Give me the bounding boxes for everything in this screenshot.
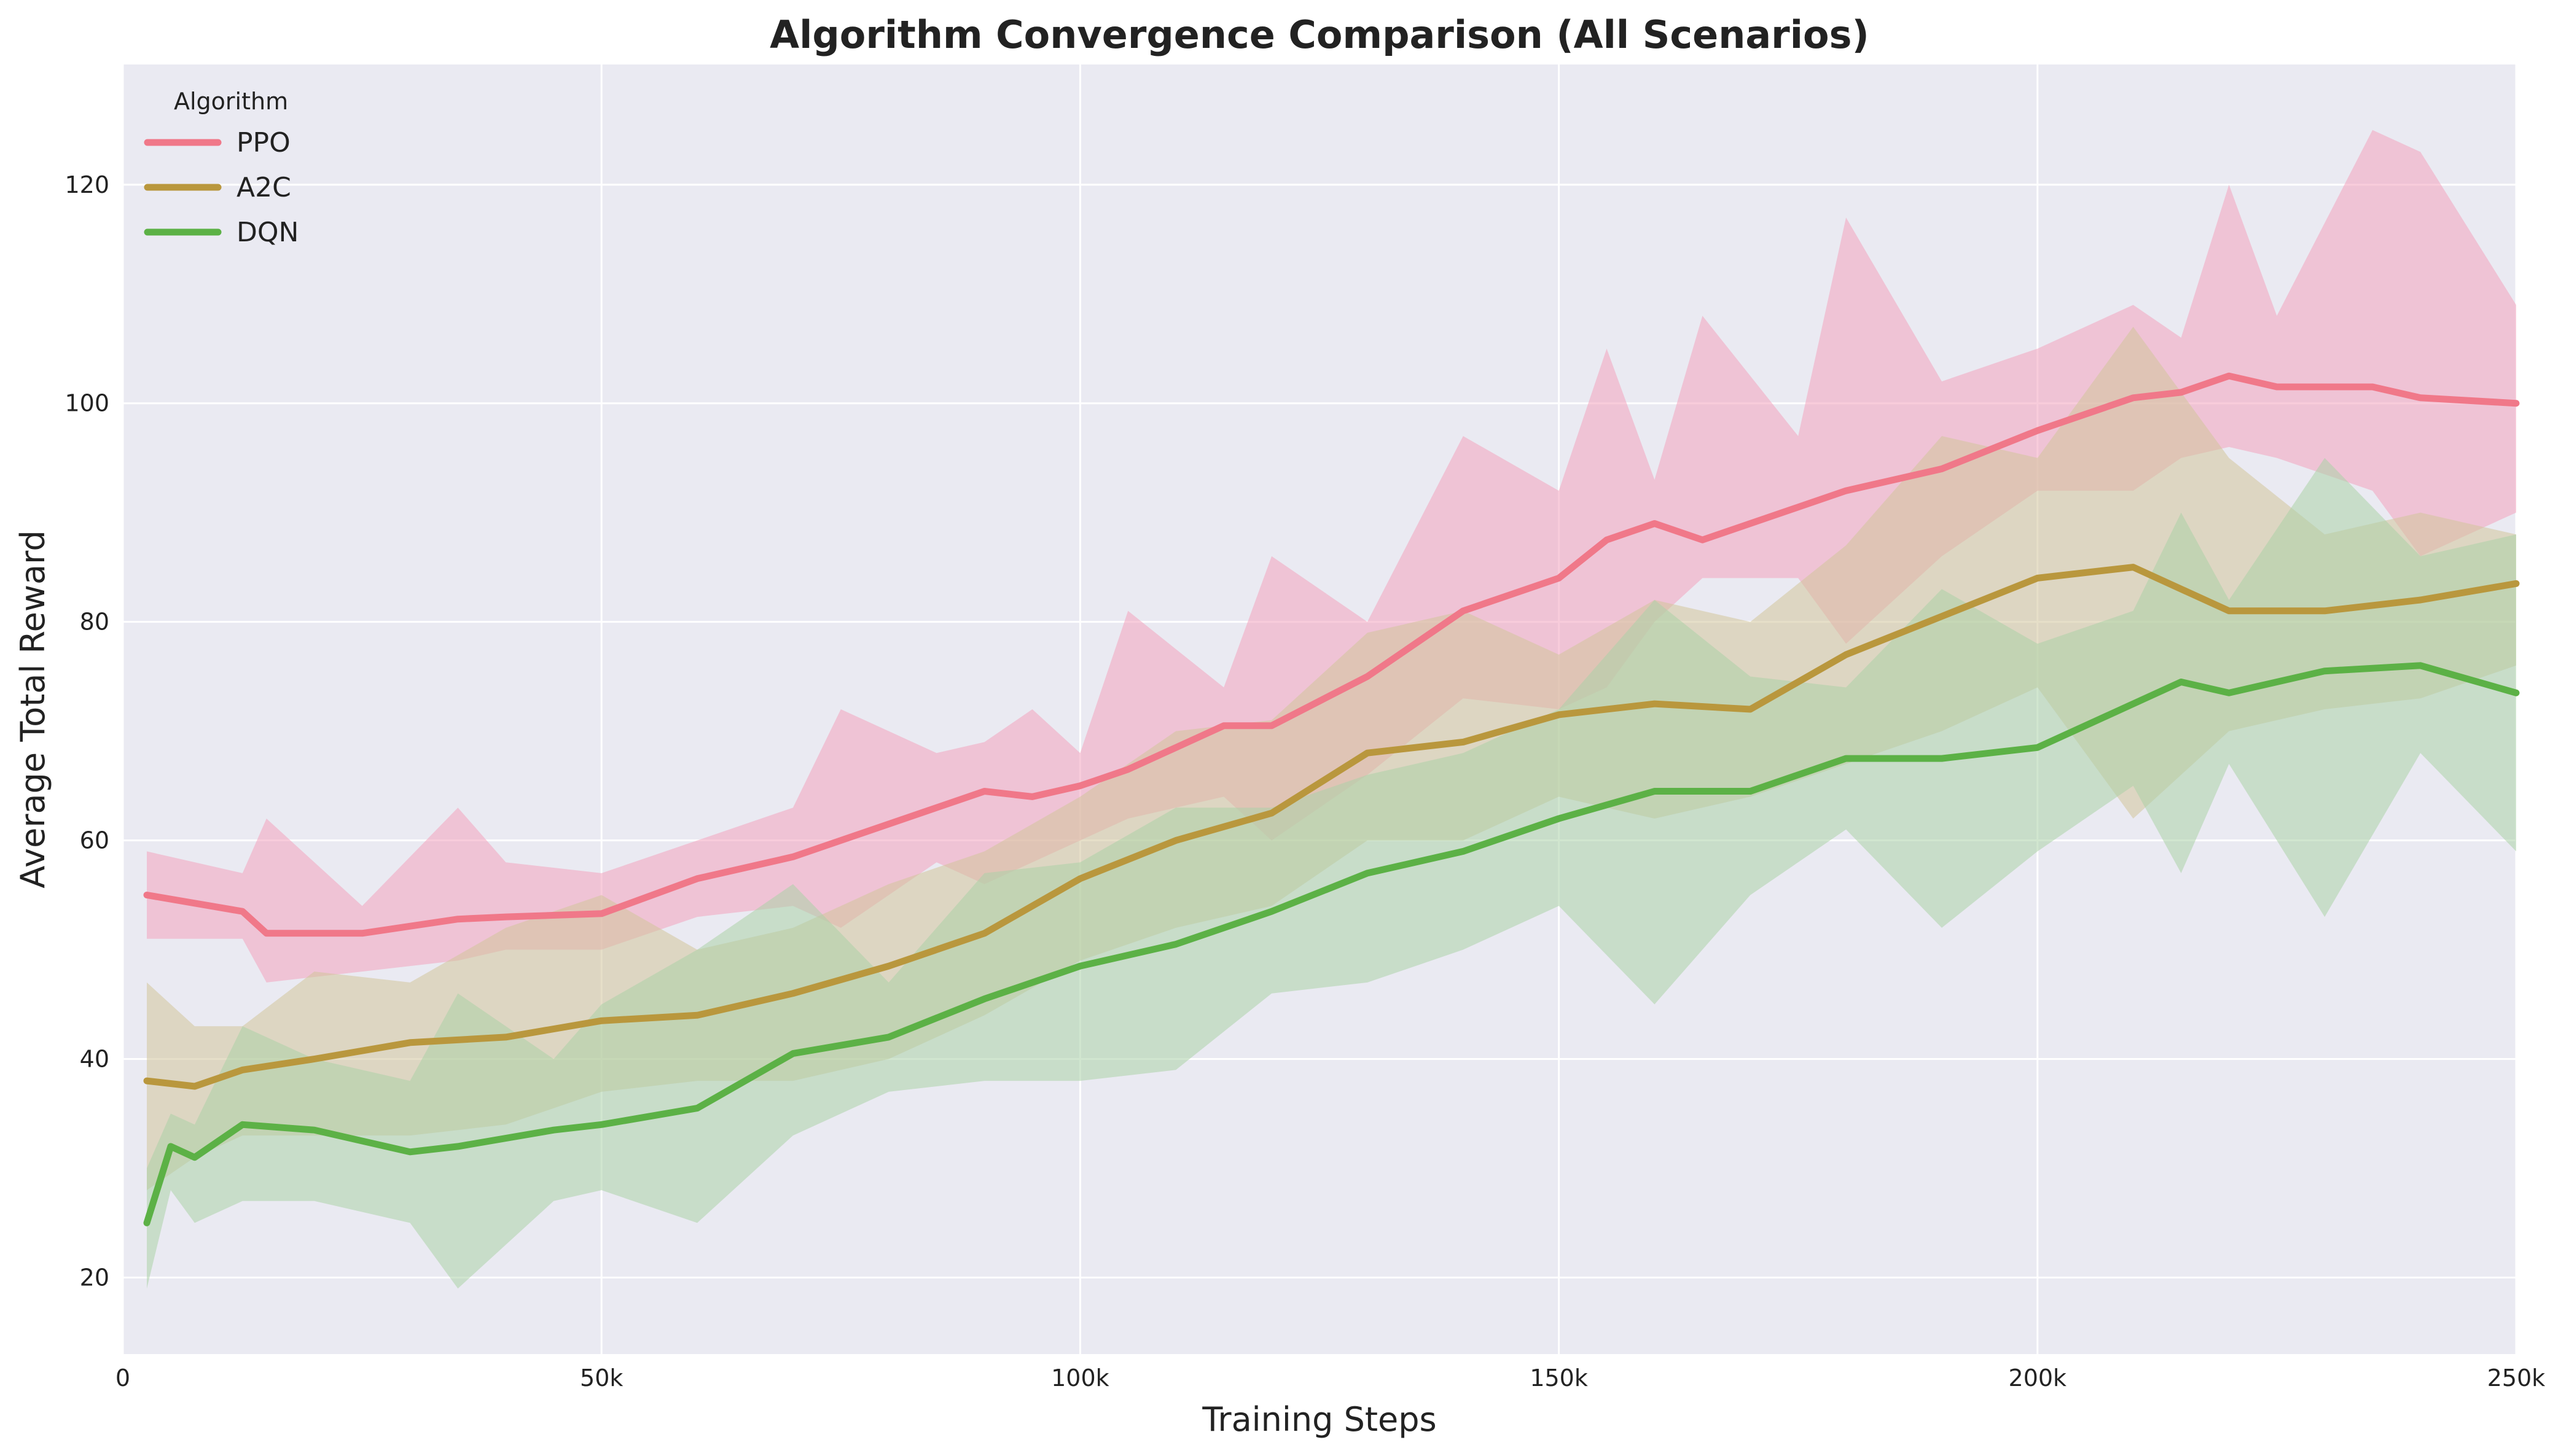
tick-labels: 0 50k 100k 150k 200k 250k 20 40 60 80 100 120 (65, 171, 2545, 1392)
y-tick-label-5: 120 (65, 171, 109, 198)
y-tick-label-2: 60 (80, 827, 109, 854)
legend-label-ppo: PPO (237, 127, 291, 158)
y-tick-label-1: 40 (80, 1045, 109, 1072)
y-tick-label-0: 20 (80, 1264, 109, 1291)
x-tick-label-2: 100k (1051, 1365, 1109, 1392)
series-line-a2c (143, 564, 2520, 1090)
x-tick-label-1: 50k (580, 1365, 623, 1392)
x-tick-label-0: 0 (115, 1365, 130, 1392)
legend-label-a2c: A2C (237, 172, 291, 203)
y-tick-label-3: 80 (80, 609, 109, 636)
series-line-ppo (143, 372, 2520, 937)
series-line-dqn (143, 662, 2520, 1226)
chart-title: Algorithm Convergence Comparison (All Sc… (770, 12, 1869, 57)
y-axis-label: Average Total Reward (14, 530, 52, 888)
x-tick-label-4: 200k (2009, 1365, 2067, 1392)
y-tick-label-4: 100 (65, 390, 109, 417)
band-ppo (147, 130, 2516, 983)
legend-title: Algorithm (174, 88, 288, 115)
x-axis-label: Training Steps (1202, 1400, 1436, 1439)
legend-label-dqn: DQN (237, 217, 299, 248)
x-tick-label-3: 150k (1530, 1365, 1588, 1392)
series-lines (143, 372, 2520, 1226)
legend: Algorithm PPO A2C DQN (144, 88, 299, 248)
x-tick-label-5: 250k (2487, 1365, 2546, 1392)
